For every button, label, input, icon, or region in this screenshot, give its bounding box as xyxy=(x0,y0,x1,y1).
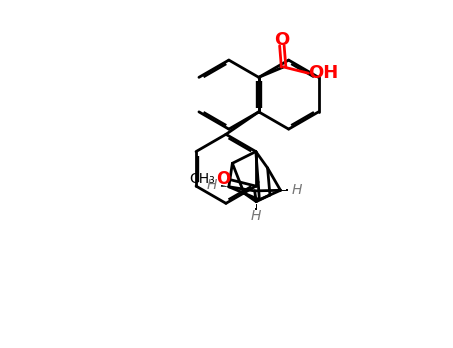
Text: OH: OH xyxy=(308,64,338,82)
Text: CH₃: CH₃ xyxy=(189,172,215,186)
Text: O: O xyxy=(274,31,289,49)
Text: H: H xyxy=(292,183,302,197)
Text: H: H xyxy=(251,209,261,223)
Text: H: H xyxy=(207,178,217,192)
Text: O: O xyxy=(216,170,231,188)
